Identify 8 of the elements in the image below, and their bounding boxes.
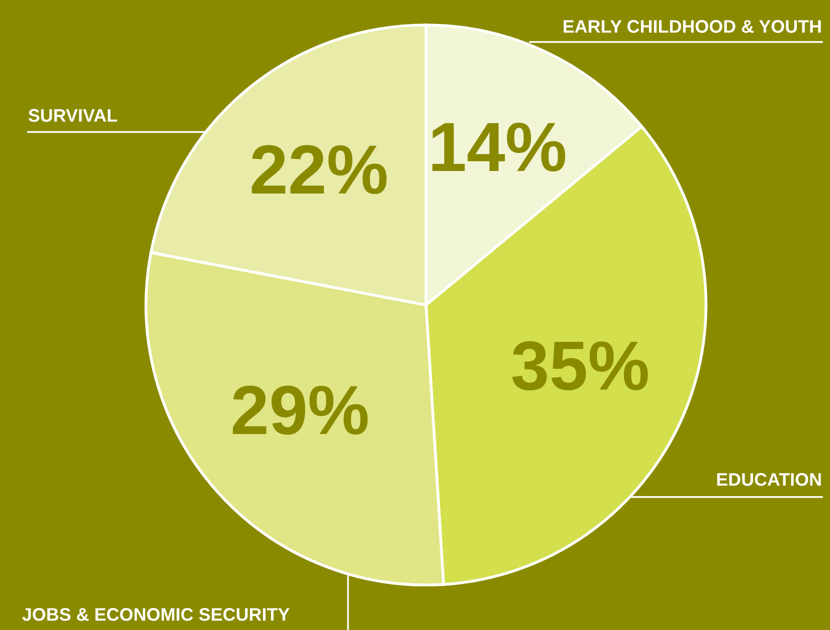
slice-label: SURVIVAL	[28, 109, 118, 122]
slice-label: EARLY CHILDHOOD & YOUTH	[564, 20, 821, 33]
slice-label: JOBS & ECONOMIC SECURITY	[22, 608, 290, 621]
data-label: 29%	[232, 386, 368, 435]
slice-label: EDUCATION	[717, 473, 821, 486]
data-label: 22%	[252, 145, 387, 194]
data-label: 35%	[512, 341, 648, 390]
data-label: 14%	[432, 122, 566, 172]
